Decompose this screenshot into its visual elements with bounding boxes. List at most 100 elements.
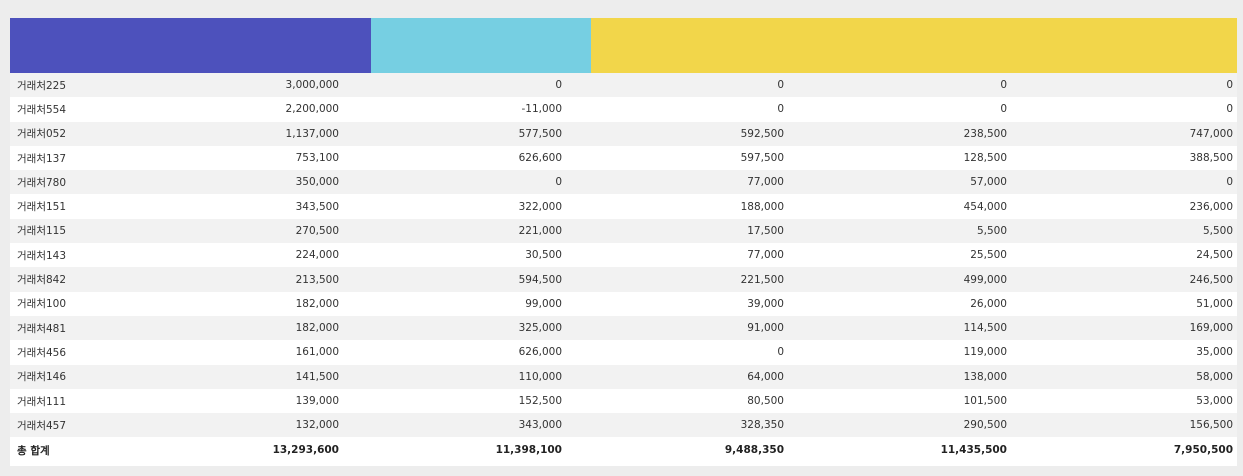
table-row[interactable]: 거래처115 270,500 221,000 17,500 5,500 5,50… — [10, 218, 1237, 244]
pivot-table-panel: 거래처225 3,000,000 0 0 0 0 거래처554 2,200,00… — [10, 18, 1237, 466]
cell-col5: 53,000 — [1011, 388, 1237, 414]
cell-col4: 0 — [788, 97, 1011, 122]
cell-col2: 152,500 — [343, 388, 566, 414]
header-block-secondary — [371, 18, 591, 73]
cell-col3: 592,500 — [566, 121, 788, 146]
cell-col2: 626,600 — [343, 145, 566, 171]
total-col4: 11,435,500 — [788, 437, 1011, 464]
cell-col4: 5,500 — [788, 218, 1011, 244]
table-row[interactable]: 거래처052 1,137,000 577,500 592,500 238,500… — [10, 121, 1237, 146]
cell-col1: 139,000 — [120, 388, 343, 414]
row-name: 거래처780 — [10, 170, 120, 195]
cell-col4: 238,500 — [788, 121, 1011, 146]
cell-col4: 499,000 — [788, 267, 1011, 292]
row-name: 거래처143 — [10, 243, 120, 268]
cell-col2: 99,000 — [343, 291, 566, 316]
cell-col2: 30,500 — [343, 243, 566, 268]
cell-col3: 64,000 — [566, 364, 788, 389]
table-row[interactable]: 거래처146 141,500 110,000 64,000 138,000 58… — [10, 364, 1237, 389]
cell-col2: 325,000 — [343, 315, 566, 341]
cell-col3: 77,000 — [566, 243, 788, 268]
cell-col5: 24,500 — [1011, 243, 1237, 268]
row-name: 거래처456 — [10, 340, 120, 365]
cell-col1: 161,000 — [120, 340, 343, 365]
row-name: 거래처100 — [10, 291, 120, 316]
cell-col3: 91,000 — [566, 315, 788, 341]
total-col2: 11,398,100 — [343, 437, 566, 464]
cell-col1: 141,500 — [120, 364, 343, 389]
table-body: 거래처225 3,000,000 0 0 0 0 거래처554 2,200,00… — [10, 73, 1237, 464]
cell-col1: 182,000 — [120, 291, 343, 316]
data-table: 거래처225 3,000,000 0 0 0 0 거래처554 2,200,00… — [10, 73, 1237, 464]
cell-col3: 0 — [566, 73, 788, 98]
table-row[interactable]: 거래처143 224,000 30,500 77,000 25,500 24,5… — [10, 243, 1237, 268]
table-row[interactable]: 거래처456 161,000 626,000 0 119,000 35,000 — [10, 340, 1237, 365]
cell-col5: 0 — [1011, 97, 1237, 122]
cell-col2: 626,000 — [343, 340, 566, 365]
cell-col4: 119,000 — [788, 340, 1011, 365]
cell-col3: 39,000 — [566, 291, 788, 316]
total-row: 총 합계 13,293,600 11,398,100 9,488,350 11,… — [10, 437, 1237, 464]
cell-col4: 25,500 — [788, 243, 1011, 268]
cell-col5: 169,000 — [1011, 315, 1237, 341]
cell-col4: 454,000 — [788, 194, 1011, 219]
cell-col3: 0 — [566, 340, 788, 365]
cell-col1: 2,200,000 — [120, 97, 343, 122]
cell-col1: 224,000 — [120, 243, 343, 268]
table-row[interactable]: 거래처100 182,000 99,000 39,000 26,000 51,0… — [10, 291, 1237, 316]
cell-col2: 322,000 — [343, 194, 566, 219]
cell-col4: 138,000 — [788, 364, 1011, 389]
table-row[interactable]: 거래처481 182,000 325,000 91,000 114,500 16… — [10, 315, 1237, 341]
total-col1: 13,293,600 — [120, 437, 343, 464]
cell-col1: 3,000,000 — [120, 73, 343, 98]
cell-col5: 58,000 — [1011, 364, 1237, 389]
cell-col3: 80,500 — [566, 388, 788, 414]
cell-col1: 1,137,000 — [120, 121, 343, 146]
cell-col4: 128,500 — [788, 145, 1011, 171]
cell-col5: 0 — [1011, 170, 1237, 195]
table-row[interactable]: 거래처457 132,000 343,000 328,350 290,500 1… — [10, 413, 1237, 438]
table-row[interactable]: 거래처554 2,200,000 -11,000 0 0 0 — [10, 97, 1237, 122]
cell-col4: 290,500 — [788, 413, 1011, 438]
cell-col2: 110,000 — [343, 364, 566, 389]
row-name: 거래처554 — [10, 97, 120, 122]
table-row[interactable]: 거래처225 3,000,000 0 0 0 0 — [10, 73, 1237, 98]
cell-col5: 388,500 — [1011, 145, 1237, 171]
row-name: 거래처137 — [10, 145, 120, 171]
table-row[interactable]: 거래처780 350,000 0 77,000 57,000 0 — [10, 170, 1237, 195]
row-name: 거래처225 — [10, 73, 120, 98]
cell-col4: 57,000 — [788, 170, 1011, 195]
cell-col1: 213,500 — [120, 267, 343, 292]
cell-col4: 101,500 — [788, 388, 1011, 414]
table-row[interactable]: 거래처842 213,500 594,500 221,500 499,000 2… — [10, 267, 1237, 292]
cell-col1: 350,000 — [120, 170, 343, 195]
cell-col2: 0 — [343, 170, 566, 195]
total-label: 총 합계 — [10, 437, 120, 464]
cell-col3: 597,500 — [566, 145, 788, 171]
cell-col1: 132,000 — [120, 413, 343, 438]
cell-col5: 747,000 — [1011, 121, 1237, 146]
cell-col3: 188,000 — [566, 194, 788, 219]
cell-col1: 753,100 — [120, 145, 343, 171]
cell-col3: 221,500 — [566, 267, 788, 292]
row-name: 거래처052 — [10, 121, 120, 146]
cell-col2: -11,000 — [343, 97, 566, 122]
header-block-primary — [10, 18, 371, 73]
total-col3: 9,488,350 — [566, 437, 788, 464]
cell-col2: 221,000 — [343, 218, 566, 244]
cell-col2: 594,500 — [343, 267, 566, 292]
cell-col1: 270,500 — [120, 218, 343, 244]
row-name: 거래처115 — [10, 218, 120, 244]
cell-col3: 17,500 — [566, 218, 788, 244]
cell-col4: 26,000 — [788, 291, 1011, 316]
cell-col5: 5,500 — [1011, 218, 1237, 244]
table-row[interactable]: 거래처111 139,000 152,500 80,500 101,500 53… — [10, 388, 1237, 414]
table-row[interactable]: 거래처151 343,500 322,000 188,000 454,000 2… — [10, 194, 1237, 219]
row-name: 거래처146 — [10, 364, 120, 389]
table-row[interactable]: 거래처137 753,100 626,600 597,500 128,500 3… — [10, 145, 1237, 171]
cell-col4: 0 — [788, 73, 1011, 98]
cell-col3: 0 — [566, 97, 788, 122]
cell-col4: 114,500 — [788, 315, 1011, 341]
cell-col3: 328,350 — [566, 413, 788, 438]
row-name: 거래처842 — [10, 267, 120, 292]
